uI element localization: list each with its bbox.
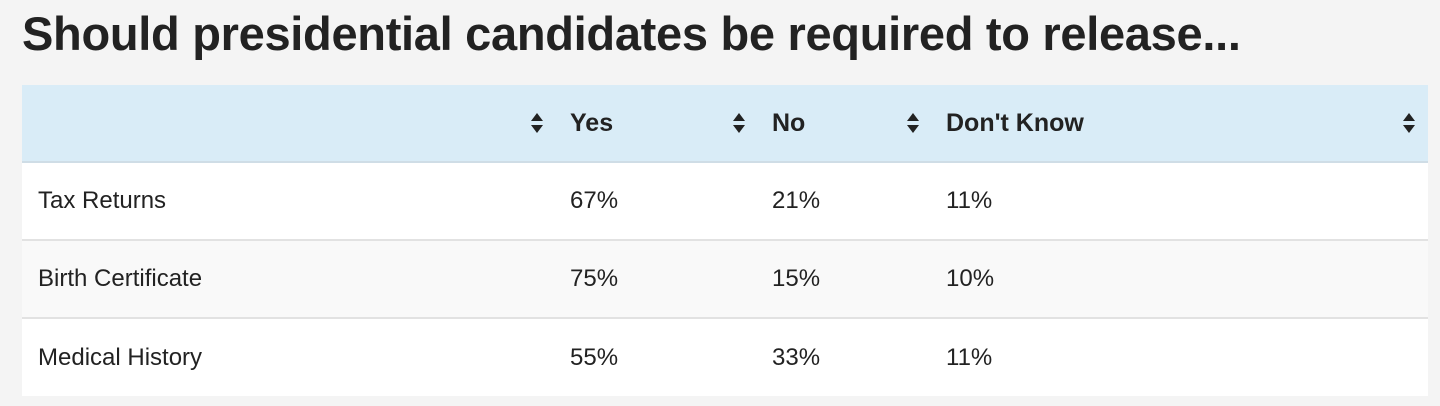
column-header-no[interactable]: No: [758, 85, 932, 162]
sort-up-down-icon[interactable]: [732, 112, 746, 134]
page-title: Should presidential candidates be requir…: [22, 7, 1241, 60]
cell-no: 15%: [772, 265, 821, 292]
cell-dont-know: 10%: [946, 265, 995, 292]
cell-yes: 75%: [570, 265, 619, 292]
sort-up-down-icon[interactable]: [530, 112, 544, 134]
cell-no: 33%: [772, 343, 821, 371]
row-label: Tax Returns: [38, 187, 167, 214]
cell-yes: 55%: [570, 343, 619, 371]
sort-up-down-icon[interactable]: [906, 112, 920, 134]
table-row: Birth Certificate 75% 15% 10%: [22, 240, 1428, 318]
column-header-yes[interactable]: Yes: [556, 85, 758, 162]
table-row: Medical History 55% 33% 11%: [22, 318, 1428, 396]
cell-dont-know: 11%: [946, 343, 993, 371]
row-label: Medical History: [38, 343, 203, 371]
sort-up-down-icon[interactable]: [1402, 112, 1416, 134]
cell-no: 21%: [772, 187, 821, 214]
results-table: Yes No Don't Know Tax Returns 67% 21% 11…: [22, 85, 1428, 396]
table-row: Tax Returns 67% 21% 11%: [22, 162, 1428, 240]
table-header-row: Yes No Don't Know: [22, 85, 1428, 162]
column-header-dont-know[interactable]: Don't Know: [932, 85, 1428, 162]
column-header-item[interactable]: [22, 85, 556, 162]
cell-dont-know: 11%: [946, 187, 993, 214]
row-label: Birth Certificate: [38, 265, 203, 292]
cell-yes: 67%: [570, 187, 619, 214]
